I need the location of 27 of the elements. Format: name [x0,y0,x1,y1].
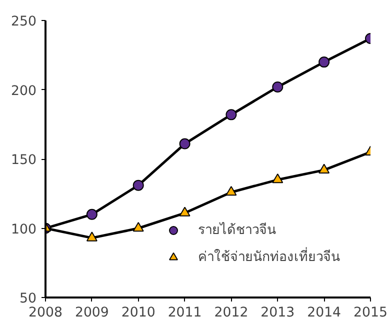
point [86,232,98,242]
point [226,186,237,196]
point [179,138,190,150]
point [226,109,237,120]
x-tick-label: 2014 [307,306,342,320]
x-tick-label: 2008 [28,306,62,320]
x-tick-label: 2011 [168,306,202,320]
y-tick-label: 250 [11,14,37,30]
point [318,164,330,174]
x-tick-label: 2010 [121,306,156,320]
x-tick-label: 2012 [214,306,248,320]
point [86,208,98,220]
y-tick-label: 100 [11,222,37,238]
point [132,180,144,191]
y-tick-label: 150 [11,153,37,168]
x-tick-label: 2009 [74,306,109,320]
y-tick-label: 200 [11,84,37,99]
point [318,56,330,68]
legend-label: ค่าใช้จ่ายนักท่องเที่ยวจีน [198,246,340,267]
y-tick-label: 50 [20,292,37,306]
point [132,222,144,232]
x-tick-label: 2013 [260,306,295,320]
legend-label: รายได้ชาวจีน [198,221,276,240]
x-tick-label: 2015 [354,306,388,320]
point [272,81,284,92]
point [179,206,190,216]
point [272,174,284,184]
